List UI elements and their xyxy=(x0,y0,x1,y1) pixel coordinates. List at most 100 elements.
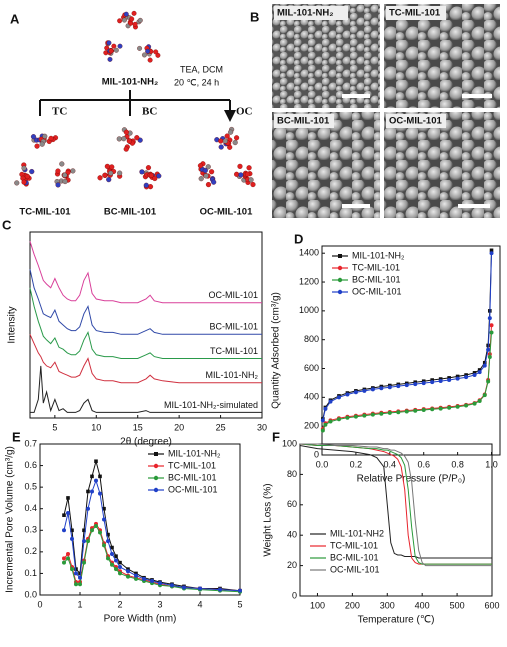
x-axis-label: Pore Width (nm) xyxy=(104,614,177,625)
reagent: BC xyxy=(142,106,157,118)
marker xyxy=(464,373,468,377)
atom xyxy=(131,10,137,16)
marker xyxy=(345,392,350,397)
atom xyxy=(30,134,37,140)
label-box xyxy=(274,114,334,128)
marker xyxy=(90,489,94,494)
atom xyxy=(104,163,110,169)
marker xyxy=(482,393,487,398)
atom xyxy=(211,179,217,185)
sem-label: BC-MIL-101 xyxy=(277,116,330,127)
atom xyxy=(205,182,212,188)
atom xyxy=(117,170,123,176)
atom xyxy=(106,177,112,183)
marker xyxy=(464,403,469,408)
arrows xyxy=(39,100,230,116)
atom xyxy=(109,164,115,170)
marker xyxy=(472,401,477,406)
marker xyxy=(430,378,434,382)
marker xyxy=(114,558,118,563)
panel-label: B xyxy=(250,9,259,24)
marker xyxy=(477,370,482,375)
marker xyxy=(320,428,325,433)
atom xyxy=(107,56,113,62)
atom xyxy=(106,40,112,46)
plot-frame xyxy=(29,231,263,419)
marker xyxy=(455,376,460,381)
series-line xyxy=(30,365,262,413)
marker xyxy=(86,539,90,544)
marker xyxy=(447,405,452,410)
marker xyxy=(82,528,86,533)
sem-label: TC-MIL-101 xyxy=(389,8,441,19)
label-box xyxy=(386,6,446,20)
product-label: TC-MIL-101 xyxy=(19,207,71,218)
legend-label: MIL-101-NH2 xyxy=(330,528,384,538)
legend-label: TC-MIL-101 xyxy=(352,262,400,272)
y-tick-label: 400 xyxy=(304,392,319,402)
marker xyxy=(66,511,70,516)
legend-label: BC-MIL-101 xyxy=(352,274,401,284)
series-line xyxy=(29,334,262,384)
atom xyxy=(55,182,61,188)
x-tick-label: 600 xyxy=(484,600,499,610)
atom xyxy=(222,138,228,144)
x-tick-label: 20 xyxy=(174,422,184,432)
marker xyxy=(134,573,138,578)
marker xyxy=(90,474,94,479)
marker xyxy=(455,404,460,409)
marker xyxy=(198,586,202,591)
marker xyxy=(328,419,333,424)
atom xyxy=(202,167,208,174)
atom xyxy=(205,164,211,170)
marker xyxy=(62,528,66,533)
atom xyxy=(218,138,224,144)
marker xyxy=(413,382,418,387)
y-tick-label: 0.1 xyxy=(24,568,37,578)
legend-label: BC-MIL-101 xyxy=(330,552,379,562)
marker xyxy=(336,395,341,400)
marker xyxy=(82,539,86,544)
marker xyxy=(430,380,435,385)
y-tick-label: 800 xyxy=(304,334,319,344)
structure xyxy=(14,133,76,188)
atom xyxy=(218,144,224,150)
marker xyxy=(62,560,66,565)
marker xyxy=(86,489,90,494)
atom xyxy=(139,169,145,175)
sem-panel: B MIL-101-NH₂ TC-MIL-101 BC-MIL-101 OC-M… xyxy=(250,4,500,218)
marker xyxy=(320,418,325,423)
marker xyxy=(102,517,106,522)
marker xyxy=(98,530,102,535)
atom xyxy=(116,136,122,142)
series-line xyxy=(299,445,492,559)
marker xyxy=(353,390,358,395)
legend-label: MIL-101-NH₂ xyxy=(352,250,405,260)
marker xyxy=(379,411,384,416)
marker xyxy=(114,554,118,558)
marker xyxy=(447,376,451,380)
plot-frame xyxy=(299,443,493,597)
marker xyxy=(472,371,477,375)
marker xyxy=(404,383,409,388)
y-tick-label: 0.7 xyxy=(24,438,37,448)
atom xyxy=(42,133,48,139)
marker xyxy=(106,532,110,537)
atom xyxy=(224,133,230,139)
y-tick-label: 0.6 xyxy=(24,460,37,470)
sem-image xyxy=(272,112,380,218)
y-tick-label: 200 xyxy=(304,421,319,431)
atom xyxy=(143,182,149,188)
marker xyxy=(182,585,186,590)
atom xyxy=(48,135,54,141)
y-tick-label: 100 xyxy=(282,438,297,448)
legend-marker xyxy=(337,265,343,271)
panel-label: A xyxy=(10,11,20,26)
atom xyxy=(121,17,127,23)
x-tick-label: 15 xyxy=(133,422,143,432)
atom xyxy=(129,16,135,22)
marker xyxy=(94,459,98,464)
marker xyxy=(482,363,487,368)
atom xyxy=(111,43,117,49)
series-line xyxy=(300,443,492,567)
